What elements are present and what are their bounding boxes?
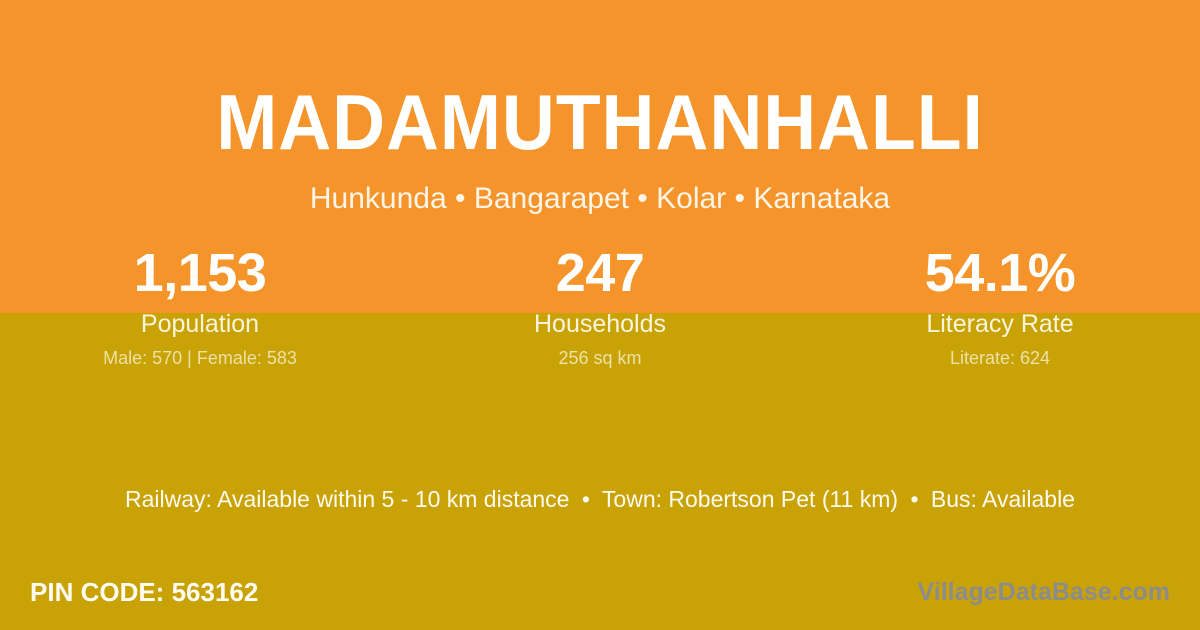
stat-label-households: Households <box>533 310 667 338</box>
stat-label-literacy-rate: Literacy Rate <box>926 310 1074 338</box>
pin-code: PIN CODE: 563162 <box>30 577 259 607</box>
infrastructure-separator-1: • <box>581 486 590 512</box>
breadcrumb: Hunkunda • Bangarapet • Kolar • Karnatak… <box>309 182 891 215</box>
infrastructure-town: Town: Robertson Pet (11 km) <box>601 486 899 512</box>
infrastructure-bus: Bus: Available <box>930 486 1075 512</box>
card-footer: PIN CODE: 563162 VillageDataBase.com <box>0 572 1200 618</box>
stat-sub-literacy-rate: Literate: 624 <box>949 348 1051 368</box>
stat-literacy-rate: 54.1% Literacy Rate Literate: 624 <box>800 240 1200 369</box>
stat-value-households: 247 <box>555 243 645 303</box>
stat-sub-households: 256 sq km <box>558 348 642 368</box>
stat-label-population: Population <box>140 310 260 338</box>
stat-households: 247 Households 256 sq km <box>400 240 800 369</box>
stat-sub-population: Male: 570 | Female: 583 <box>103 348 297 368</box>
orange-header-band <box>0 0 1200 313</box>
page-title: MADAMUTHANHALLI <box>216 78 984 166</box>
stats-row: 1,153 Population Male: 570 | Female: 583… <box>0 240 1200 369</box>
stat-population: 1,153 Population Male: 570 | Female: 583 <box>0 240 400 369</box>
stat-value-literacy-rate: 54.1% <box>924 243 1076 303</box>
brand-watermark: VillageDataBase.com <box>917 578 1170 606</box>
infrastructure-line: Railway: Available within 5 - 10 km dist… <box>0 484 1200 514</box>
infrastructure-railway: Railway: Available within 5 - 10 km dist… <box>125 486 570 512</box>
infrastructure-separator-2: • <box>910 486 919 512</box>
stat-value-population: 1,153 <box>133 243 267 303</box>
